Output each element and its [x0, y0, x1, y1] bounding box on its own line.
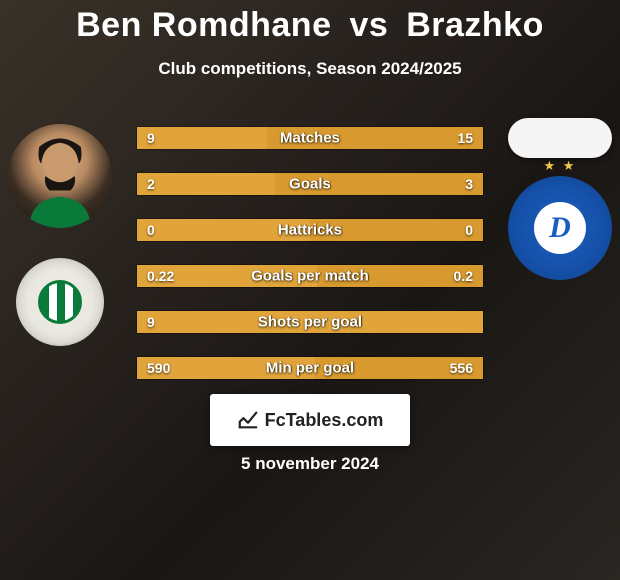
stat-label: Goals [289, 176, 331, 193]
stat-label: Goals per match [251, 268, 369, 285]
stat-row: Min per goal 590 556 [136, 356, 484, 380]
club-left-stripes-icon [38, 280, 82, 324]
stat-label: Min per goal [266, 360, 354, 377]
stat-value-left: 0.22 [147, 268, 174, 284]
date-label: 5 november 2024 [241, 454, 379, 474]
player1-name: Ben Romdhane [76, 6, 331, 44]
stat-value-right: 15 [457, 130, 473, 146]
player2-club-logo: ★ ★ D [508, 176, 612, 280]
player1-club-logo [16, 258, 104, 346]
stat-value-left: 9 [147, 314, 155, 330]
bar-left-fill [137, 127, 267, 149]
infographic-content: Ben Romdhane vs Brazhko Club competition… [0, 0, 620, 580]
right-avatars: ★ ★ D [508, 118, 612, 280]
stat-value-left: 2 [147, 176, 155, 192]
stat-label: Hattricks [278, 222, 342, 239]
chart-icon [237, 409, 259, 431]
source-text: FcTables.com [265, 410, 384, 431]
player1-photo [8, 124, 112, 228]
stat-label: Matches [280, 130, 340, 147]
stat-row: Goals 2 3 [136, 172, 484, 196]
bar-left-fill [137, 173, 275, 195]
stat-value-left: 9 [147, 130, 155, 146]
club-right-inner-icon: D [534, 202, 586, 254]
player2-name: Brazhko [406, 6, 544, 44]
subtitle: Club competitions, Season 2024/2025 [0, 59, 620, 79]
source-badge: FcTables.com [210, 394, 410, 446]
stat-value-right: 556 [450, 360, 473, 376]
left-avatars [8, 124, 112, 346]
player2-photo-placeholder [508, 118, 612, 158]
stat-value-right: 0 [465, 222, 473, 238]
stat-value-left: 0 [147, 222, 155, 238]
vs-label: vs [349, 6, 388, 44]
stat-row: Matches 9 15 [136, 126, 484, 150]
stat-row: Shots per goal 9 [136, 310, 484, 334]
comparison-title: Ben Romdhane vs Brazhko [0, 6, 620, 45]
stat-value-right: 3 [465, 176, 473, 192]
stat-bars: Matches 9 15 Goals 2 3 Hattricks 0 0 Goals per ma… [136, 126, 484, 380]
player1-silhouette-icon [8, 124, 112, 228]
stat-value-left: 590 [147, 360, 170, 376]
club-stars-icon: ★ ★ [544, 158, 577, 174]
stat-row: Hattricks 0 0 [136, 218, 484, 242]
stat-value-right: 0.2 [454, 268, 473, 284]
stat-row: Goals per match 0.22 0.2 [136, 264, 484, 288]
club-right-letter: D [549, 211, 571, 245]
stat-label: Shots per goal [258, 314, 362, 331]
